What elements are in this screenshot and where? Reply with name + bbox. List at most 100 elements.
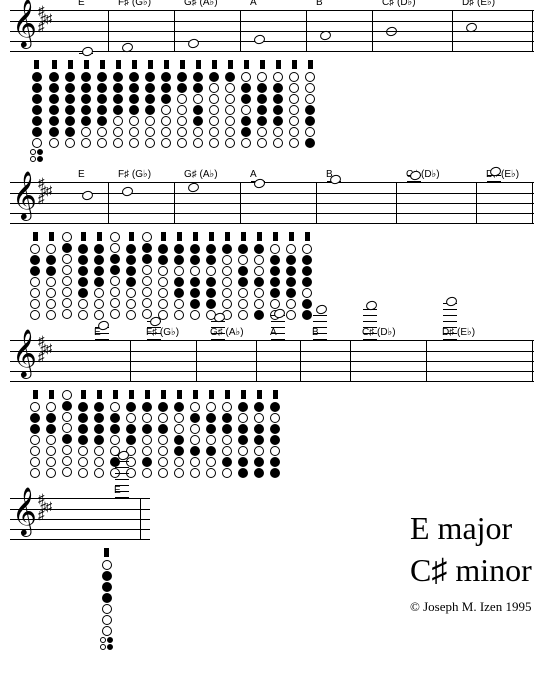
ledger-line: [115, 467, 129, 468]
hole-closed-icon: [94, 424, 104, 434]
key-signature: ♯ ♯♯♯: [38, 179, 51, 202]
ledger-line: [115, 479, 129, 480]
note-head: [121, 42, 134, 54]
hole-open-icon: [161, 127, 171, 137]
fingering-column: [65, 60, 75, 162]
barline: [174, 183, 175, 223]
hole-open-icon: [158, 468, 168, 478]
hole-open-icon: [190, 266, 200, 276]
barline: [532, 183, 533, 223]
fingering-column: [305, 60, 315, 162]
hole-closed-icon: [190, 446, 200, 456]
hole-closed-icon: [94, 402, 104, 412]
ledger-line: [147, 327, 161, 328]
hole-closed-icon: [302, 299, 312, 309]
fingering-column: [94, 232, 104, 320]
hole-open-icon: [102, 615, 112, 625]
hole-closed-icon: [81, 83, 91, 93]
hole-open-icon: [222, 468, 232, 478]
note-head: [253, 178, 266, 190]
hole-closed-icon: [302, 255, 312, 265]
hole-closed-icon: [94, 413, 104, 423]
hole-open-icon: [46, 468, 56, 478]
fingering-column: [110, 232, 120, 320]
hole-closed-icon: [270, 424, 280, 434]
octave-key-icon: [196, 60, 201, 69]
fingering-column: [46, 390, 56, 478]
hole-closed-icon: [129, 72, 139, 82]
staff: 𝄞♯ ♯♯♯E: [10, 498, 150, 540]
hole-open-icon: [174, 468, 184, 478]
fingering-column: [145, 60, 155, 162]
octave-key-icon: [113, 390, 118, 399]
hole-open-icon: [46, 277, 56, 287]
octave-key-icon: [257, 390, 262, 399]
hole-closed-icon: [145, 105, 155, 115]
hole-closed-icon: [302, 277, 312, 287]
hole-closed-icon: [241, 116, 251, 126]
hole-open-icon: [254, 288, 264, 298]
barline: [396, 183, 397, 223]
octave-key-icon: [116, 60, 121, 69]
title-minor: C♯ minor: [410, 550, 532, 592]
hole-open-icon: [257, 138, 267, 148]
hole-open-icon: [273, 138, 283, 148]
octave-key-icon: [33, 390, 38, 399]
hole-closed-icon: [193, 72, 203, 82]
hole-open-icon: [97, 127, 107, 137]
hole-closed-icon: [286, 266, 296, 276]
hole-open-icon: [254, 299, 264, 309]
hole-open-icon: [62, 467, 72, 477]
hole-open-icon: [209, 127, 219, 137]
key-signature: ♯ ♯♯♯: [38, 495, 51, 518]
hole-closed-icon: [110, 413, 120, 423]
fingering-column: [30, 60, 43, 162]
ledger-line: [313, 321, 327, 322]
barline: [174, 11, 175, 51]
hole-open-icon: [102, 604, 112, 614]
ledger-line: [211, 327, 225, 328]
hole-open-icon: [158, 266, 168, 276]
hole-closed-icon: [78, 244, 88, 254]
hole-closed-icon: [206, 244, 216, 254]
hole-open-icon: [222, 288, 232, 298]
hole-closed-icon: [97, 83, 107, 93]
barline: [306, 11, 307, 51]
note-head: [149, 316, 162, 328]
octave-key-icon: [241, 232, 246, 241]
hole-closed-icon: [270, 255, 280, 265]
hole-open-icon: [254, 446, 264, 456]
hole-open-icon: [62, 265, 72, 275]
hole-open-icon: [142, 232, 152, 242]
hole-open-icon: [257, 72, 267, 82]
hole-closed-icon: [174, 288, 184, 298]
hole-closed-icon: [241, 94, 251, 104]
hole-open-icon: [94, 457, 104, 467]
staff: 𝄞♯ ♯♯♯EF♯ (G♭)G♯ (A♭)ABC♯ (D♭)D♯ (E♭): [10, 182, 534, 224]
hole-open-icon: [238, 446, 248, 456]
hole-closed-icon: [270, 266, 280, 276]
hole-closed-icon: [193, 105, 203, 115]
hole-open-icon: [193, 94, 203, 104]
hole-closed-icon: [32, 94, 42, 104]
hole-open-icon: [289, 72, 299, 82]
hole-open-icon: [94, 468, 104, 478]
staff: 𝄞♯ ♯♯♯EF♯ (G♭)G♯ (A♭)ABC♯ (D♭)D♯ (E♭): [10, 10, 534, 52]
hole-closed-icon: [193, 116, 203, 126]
treble-clef: 𝄞: [12, 333, 37, 375]
hole-closed-icon: [158, 424, 168, 434]
hole-open-icon: [110, 243, 120, 253]
hole-closed-icon: [257, 105, 267, 115]
fingering-column: [286, 232, 296, 320]
fingering-column: [254, 390, 264, 478]
hole-open-icon: [174, 457, 184, 467]
hole-closed-icon: [206, 277, 216, 287]
hole-closed-icon: [254, 457, 264, 467]
hole-closed-icon: [254, 310, 264, 320]
octave-key-icon: [34, 60, 39, 69]
hole-closed-icon: [126, 402, 136, 412]
hole-open-icon: [145, 116, 155, 126]
note-label: G♯ (A♭): [184, 0, 218, 8]
octave-key-icon: [177, 390, 182, 399]
hole-open-icon: [129, 127, 139, 137]
